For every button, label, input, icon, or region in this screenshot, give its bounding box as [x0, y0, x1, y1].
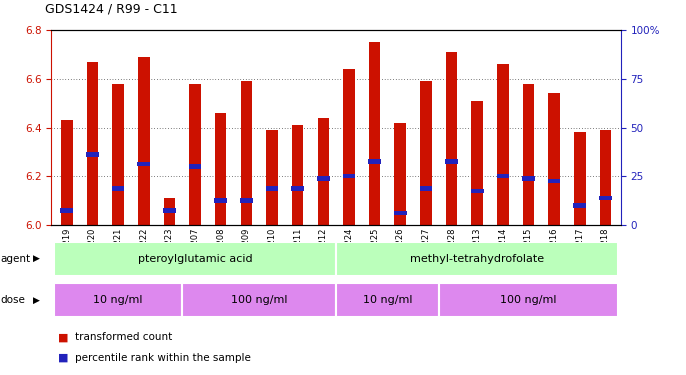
- Bar: [369, 42, 380, 225]
- Bar: [317, 177, 330, 181]
- Bar: [164, 198, 175, 225]
- Bar: [318, 118, 329, 225]
- Bar: [189, 84, 201, 225]
- Bar: [189, 164, 202, 169]
- Bar: [241, 81, 252, 225]
- Bar: [61, 120, 73, 225]
- Text: pteroylglutamic acid: pteroylglutamic acid: [138, 254, 252, 264]
- Text: ▶: ▶: [33, 254, 40, 263]
- Text: methyl-tetrahydrofolate: methyl-tetrahydrofolate: [410, 254, 544, 264]
- Bar: [523, 84, 534, 225]
- Bar: [445, 159, 458, 164]
- Bar: [548, 93, 560, 225]
- Text: 10 ng/ml: 10 ng/ml: [93, 295, 143, 305]
- Bar: [292, 125, 303, 225]
- Bar: [522, 177, 535, 181]
- Text: 10 ng/ml: 10 ng/ml: [363, 295, 412, 305]
- Text: dose: dose: [1, 295, 25, 305]
- Text: percentile rank within the sample: percentile rank within the sample: [75, 353, 251, 363]
- Bar: [54, 283, 182, 317]
- Bar: [420, 81, 431, 225]
- Bar: [497, 174, 509, 178]
- Bar: [471, 189, 484, 193]
- Bar: [600, 130, 611, 225]
- Bar: [420, 186, 432, 190]
- Bar: [163, 208, 176, 213]
- Text: GDS1424 / R99 - C11: GDS1424 / R99 - C11: [45, 2, 177, 15]
- Bar: [292, 186, 304, 190]
- Text: 100 ng/ml: 100 ng/ml: [500, 295, 557, 305]
- Bar: [497, 64, 508, 225]
- Bar: [599, 196, 612, 200]
- Bar: [368, 159, 381, 164]
- Bar: [137, 162, 150, 166]
- Bar: [86, 62, 98, 225]
- Bar: [394, 123, 406, 225]
- Bar: [342, 174, 355, 178]
- Text: transformed count: transformed count: [75, 333, 173, 342]
- Text: 100 ng/ml: 100 ng/ml: [231, 295, 287, 305]
- Bar: [548, 179, 560, 183]
- Text: ■: ■: [58, 353, 69, 363]
- Bar: [336, 242, 618, 276]
- Bar: [112, 186, 124, 190]
- Bar: [240, 198, 252, 203]
- Bar: [182, 283, 336, 317]
- Bar: [573, 203, 586, 208]
- Text: agent: agent: [1, 254, 31, 264]
- Bar: [265, 186, 279, 190]
- Bar: [343, 69, 355, 225]
- Bar: [394, 211, 407, 215]
- Bar: [54, 242, 336, 276]
- Text: ▶: ▶: [33, 296, 40, 304]
- Bar: [86, 152, 99, 156]
- Text: ■: ■: [58, 333, 69, 342]
- Bar: [266, 130, 278, 225]
- Bar: [215, 113, 226, 225]
- Bar: [574, 132, 586, 225]
- Bar: [215, 198, 227, 203]
- Bar: [113, 84, 124, 225]
- Bar: [446, 52, 458, 225]
- Bar: [138, 57, 150, 225]
- Bar: [471, 101, 483, 225]
- Bar: [60, 208, 73, 213]
- Bar: [336, 283, 439, 317]
- Bar: [439, 283, 618, 317]
